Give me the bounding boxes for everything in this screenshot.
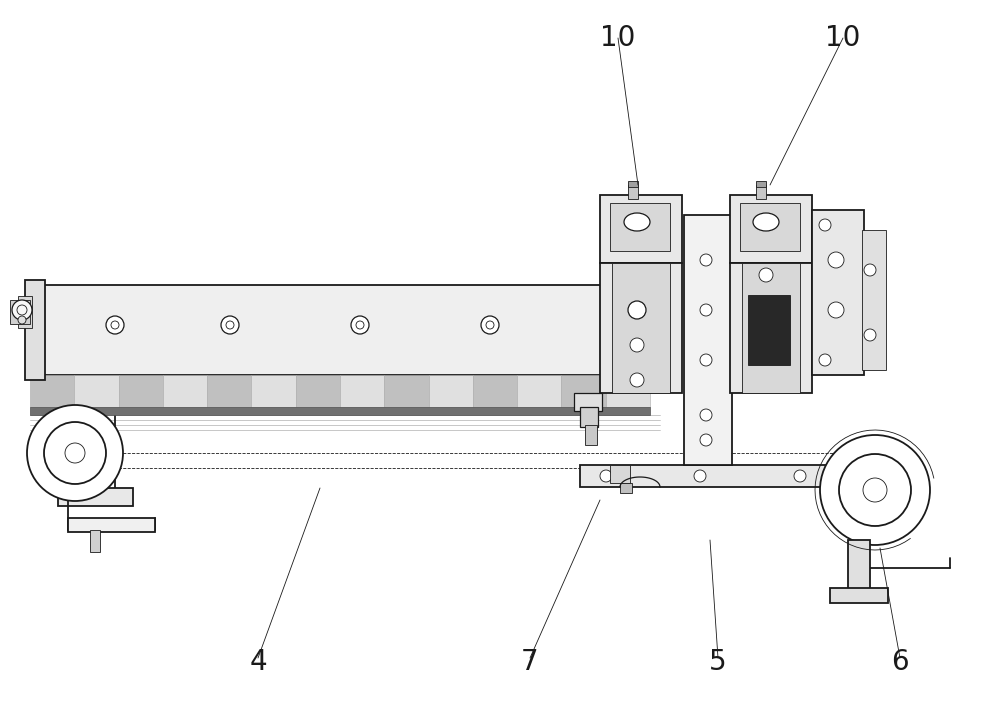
Bar bbox=[580, 465, 890, 487]
Circle shape bbox=[828, 302, 844, 318]
Bar bbox=[25, 280, 45, 380]
Bar bbox=[119, 375, 163, 407]
Circle shape bbox=[630, 338, 644, 352]
Circle shape bbox=[630, 373, 644, 387]
Text: 4: 4 bbox=[249, 648, 267, 676]
Circle shape bbox=[628, 301, 646, 319]
Bar bbox=[30, 285, 650, 375]
Circle shape bbox=[794, 470, 806, 482]
Bar bbox=[848, 540, 870, 590]
Bar bbox=[610, 203, 670, 251]
Circle shape bbox=[600, 470, 612, 482]
Bar bbox=[340, 375, 384, 407]
Bar bbox=[18, 296, 32, 328]
Circle shape bbox=[700, 354, 712, 366]
Circle shape bbox=[27, 405, 123, 501]
Bar bbox=[585, 425, 597, 445]
Bar bbox=[600, 263, 682, 393]
Bar bbox=[812, 210, 864, 375]
Bar bbox=[10, 300, 30, 324]
Bar bbox=[742, 263, 800, 393]
Bar bbox=[748, 295, 790, 365]
Bar bbox=[756, 181, 766, 187]
Bar bbox=[30, 407, 650, 415]
Ellipse shape bbox=[624, 213, 650, 231]
Bar bbox=[730, 263, 812, 393]
Bar bbox=[740, 203, 800, 251]
Bar bbox=[756, 185, 766, 199]
Bar bbox=[68, 518, 155, 532]
Circle shape bbox=[694, 470, 706, 482]
Circle shape bbox=[864, 329, 876, 341]
Bar bbox=[612, 263, 670, 393]
Text: 10: 10 bbox=[825, 24, 861, 52]
Bar bbox=[296, 375, 340, 407]
Circle shape bbox=[700, 409, 712, 421]
Circle shape bbox=[700, 254, 712, 266]
Bar bbox=[429, 375, 473, 407]
Bar bbox=[606, 375, 650, 407]
Text: 6: 6 bbox=[891, 648, 909, 676]
Circle shape bbox=[106, 316, 124, 334]
Circle shape bbox=[864, 264, 876, 276]
Bar bbox=[90, 530, 100, 552]
Bar bbox=[830, 588, 888, 603]
Bar bbox=[384, 375, 429, 407]
Bar bbox=[628, 181, 638, 187]
Circle shape bbox=[221, 316, 239, 334]
Bar bbox=[684, 215, 732, 465]
Text: 5: 5 bbox=[709, 648, 727, 676]
Circle shape bbox=[351, 316, 369, 334]
Circle shape bbox=[700, 304, 712, 316]
Circle shape bbox=[481, 316, 499, 334]
Bar bbox=[580, 407, 598, 427]
Text: 10: 10 bbox=[600, 24, 636, 52]
Circle shape bbox=[700, 434, 712, 446]
Bar bbox=[30, 375, 74, 407]
Bar bbox=[574, 393, 602, 411]
Ellipse shape bbox=[753, 213, 779, 231]
Bar bbox=[473, 375, 517, 407]
Bar bbox=[58, 488, 133, 506]
Circle shape bbox=[819, 219, 831, 231]
Bar bbox=[862, 230, 886, 370]
Bar bbox=[600, 195, 682, 263]
Circle shape bbox=[819, 354, 831, 366]
Bar bbox=[207, 375, 251, 407]
Bar bbox=[74, 375, 119, 407]
Circle shape bbox=[759, 268, 773, 282]
Circle shape bbox=[18, 316, 26, 324]
Bar bbox=[628, 185, 638, 199]
Bar bbox=[620, 483, 632, 493]
Bar bbox=[730, 195, 812, 263]
Text: 7: 7 bbox=[521, 648, 539, 676]
Bar bbox=[163, 375, 207, 407]
Bar bbox=[517, 375, 561, 407]
Bar bbox=[251, 375, 296, 407]
Circle shape bbox=[820, 435, 930, 545]
Circle shape bbox=[828, 252, 844, 268]
Bar bbox=[610, 465, 630, 483]
Bar bbox=[561, 375, 606, 407]
Circle shape bbox=[12, 300, 32, 320]
